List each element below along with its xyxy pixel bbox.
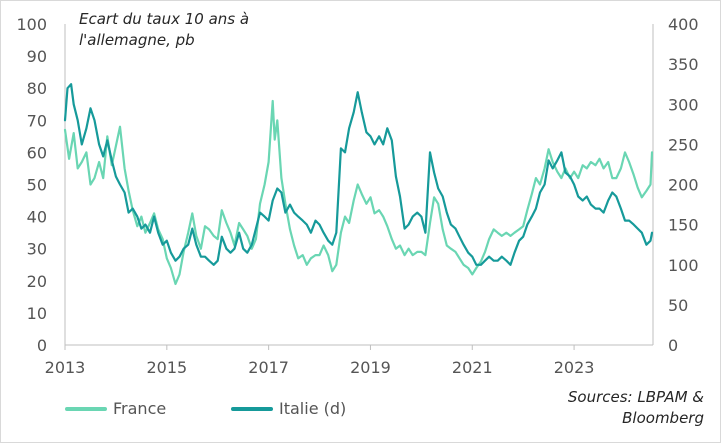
y-left-tick-label: 20 [27, 272, 47, 291]
y-right-tick-label: 50 [668, 296, 688, 315]
legend-swatch-italie [231, 406, 273, 411]
source-note: Sources: LBPAM & Bloomberg [567, 388, 704, 427]
y-right-tick-label: 300 [668, 95, 699, 114]
y-right-tick-label: 250 [668, 135, 699, 154]
axes [64, 24, 654, 350]
series-lines [63, 83, 654, 286]
y-left-tick-label: 40 [27, 208, 47, 227]
y-right-tick-label: 150 [668, 216, 699, 235]
chart-title: Ecart du taux 10 ans à l'allemagne, pb [79, 10, 250, 49]
y-left-tick-label: 50 [27, 176, 47, 195]
y-right-tick-label: 200 [668, 176, 699, 195]
y-left-tick-label: 70 [27, 111, 47, 130]
y-left-tick-label: 100 [16, 15, 47, 34]
legend-label-italie: Italie (d) [279, 399, 347, 418]
series-line-italie [63, 83, 654, 266]
x-tick-label: 2021 [452, 358, 493, 377]
legend-label-france: France [113, 399, 167, 418]
y-left-tick-label: 10 [27, 304, 47, 323]
y-left-tick-label: 80 [27, 79, 47, 98]
x-tick-label: 2019 [350, 358, 391, 377]
y-right-tick-label: 350 [668, 55, 699, 74]
y-right-tick-label: 100 [668, 256, 699, 275]
legend-swatch-france [65, 406, 107, 411]
x-tick-label: 2013 [45, 358, 86, 377]
y-right-tick-label: 0 [668, 336, 678, 355]
legend-item-italie: Italie (d) [231, 399, 346, 418]
y-left-tick-label: 90 [27, 47, 47, 66]
x-tick-label: 2023 [554, 358, 595, 377]
x-tick-label: 2017 [248, 358, 289, 377]
tick-labels: 0 10 20 30 40 50 60 70 80 90 100 0 50 100 150 200 250 300… [16, 15, 698, 377]
y-left-tick-label: 30 [27, 240, 47, 259]
x-tick-label: 2015 [146, 358, 187, 377]
y-right-tick-label: 400 [668, 15, 699, 34]
legend-item-france: France [65, 399, 166, 418]
series-line-france [63, 99, 654, 286]
y-left-tick-label: 0 [37, 336, 47, 355]
y-left-tick-label: 60 [27, 143, 47, 162]
